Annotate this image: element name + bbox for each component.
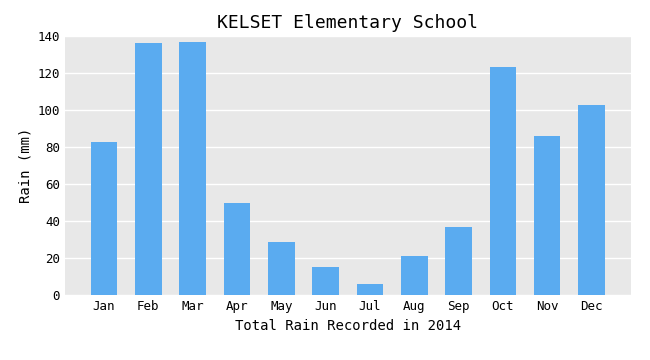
Bar [401, 256, 428, 295]
Bar [91, 141, 117, 295]
Bar [135, 44, 162, 295]
Bar [224, 203, 250, 295]
Title: KELSET Elementary School: KELSET Elementary School [217, 14, 478, 32]
Bar [357, 284, 384, 295]
Bar [268, 242, 294, 295]
Bar [179, 41, 206, 295]
Bar [489, 67, 516, 295]
Bar [534, 136, 560, 295]
X-axis label: Total Rain Recorded in 2014: Total Rain Recorded in 2014 [235, 319, 461, 333]
Y-axis label: Rain (mm): Rain (mm) [18, 128, 32, 203]
Bar [445, 227, 472, 295]
Bar [578, 104, 604, 295]
Bar [312, 267, 339, 295]
